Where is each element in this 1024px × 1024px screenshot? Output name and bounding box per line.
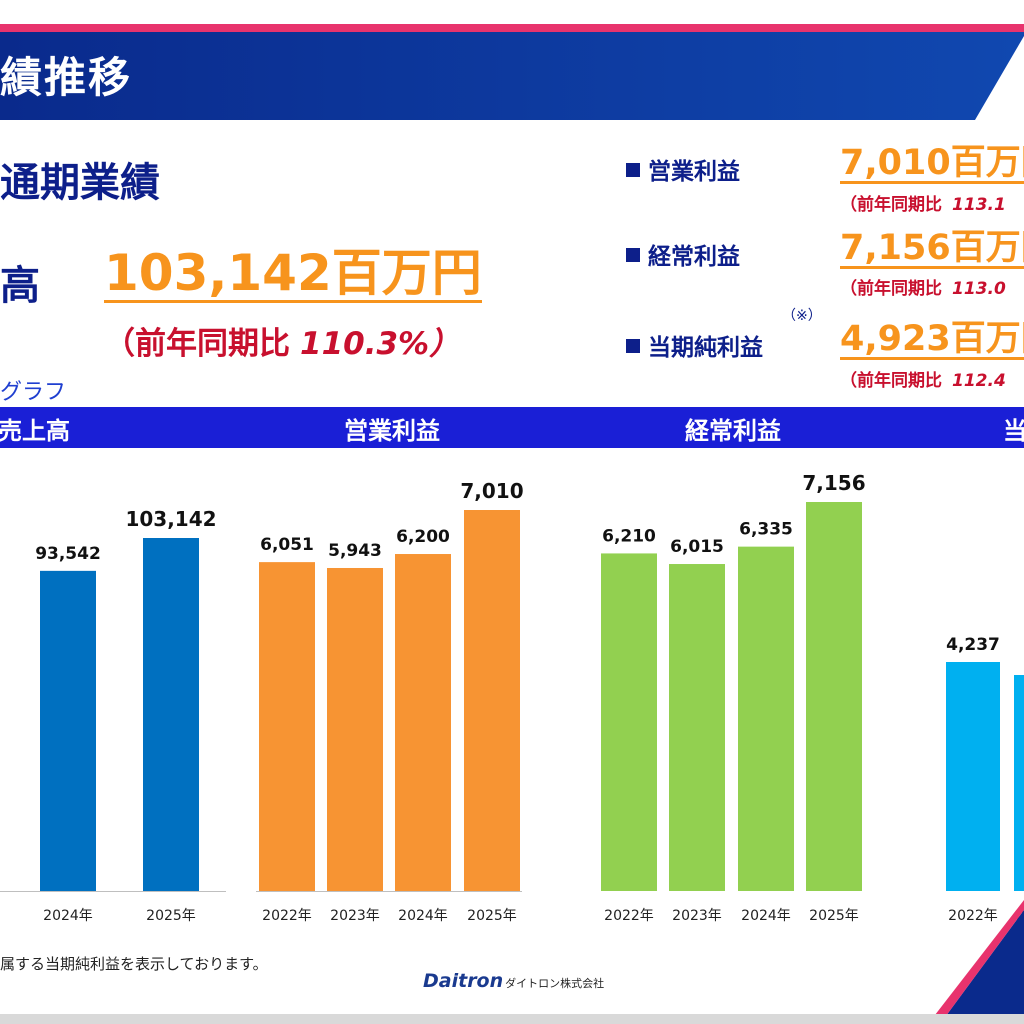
category-label-0-1: 2025年 <box>146 908 196 924</box>
bar-charts: 93,542 2024年 103,142 2025年 6,051 2022年 5,943 20… <box>0 471 1024 924</box>
bar-1-2 <box>395 554 451 891</box>
page-title: 績推移 <box>0 53 133 102</box>
category-label-1-1: 2023年 <box>330 908 380 924</box>
top-accent-line <box>0 24 1024 32</box>
bar-2-3 <box>806 502 862 891</box>
chart-header-ordinary: 経常利益 <box>685 417 781 445</box>
sales-yoy-value: 110.3%） <box>300 326 461 362</box>
bar-2-2 <box>738 546 794 891</box>
data-label-1-1: 5,943 <box>328 541 382 561</box>
data-label-2-2: 6,335 <box>739 520 793 540</box>
square-bullet-icon <box>626 248 640 262</box>
sales-value: 103,142百万円 <box>104 244 482 303</box>
category-label-2-1: 2023年 <box>672 908 722 924</box>
kpi-operating-label: 営業利益 <box>626 152 740 186</box>
section-title: 通期業績 <box>0 160 160 206</box>
bar-0-1 <box>143 538 199 891</box>
square-bullet-icon <box>626 339 640 353</box>
title-bar <box>0 32 1024 120</box>
bar-1-1 <box>327 567 383 891</box>
corner-decoration <box>928 900 1024 1024</box>
category-label-1-2: 2024年 <box>398 908 448 924</box>
sales-label: 高 <box>0 263 40 309</box>
data-label-3-0: 4,237 <box>946 635 1000 655</box>
data-label-1-3: 7,010 <box>460 479 523 503</box>
chart-header-net: 当 <box>1003 417 1024 445</box>
bottom-bar <box>0 1014 1024 1024</box>
graph-label: グラフ <box>0 380 67 405</box>
bar-3-0 <box>946 662 1000 891</box>
kpi-ordinary-value: 7,156百万円 <box>840 231 1024 269</box>
data-label-0-0: 93,542 <box>35 544 101 564</box>
category-label-2-3: 2025年 <box>809 908 859 924</box>
bar-2-1 <box>669 564 725 891</box>
chart-header-bar: 売上高 営業利益 経常利益 当 <box>0 407 1024 448</box>
data-label-2-3: 7,156 <box>802 471 865 495</box>
bar-3-1 <box>1014 675 1024 891</box>
kpi-operating-yoy: （前年同期比 113.1 <box>840 195 1006 215</box>
bar-1-3 <box>464 510 520 891</box>
category-label-2-0: 2022年 <box>604 908 654 924</box>
bar-2-0 <box>601 553 657 891</box>
chart-header-sales: 売上高 <box>0 417 70 445</box>
footnote: 属する当期純利益を表示しております。 <box>0 955 268 973</box>
kpi-net-value: 4,923百万円 <box>840 322 1024 360</box>
square-bullet-icon <box>626 163 640 177</box>
data-label-0-1: 103,142 <box>125 507 216 531</box>
bar-1-0 <box>259 562 315 891</box>
company-logo: Daitron ダイトロン株式会社 <box>423 970 605 992</box>
category-label-0-0: 2024年 <box>43 908 93 924</box>
sales-yoy: （前年同期比 110.3%） <box>104 318 460 363</box>
category-label-2-2: 2024年 <box>741 908 791 924</box>
data-label-2-1: 6,015 <box>670 537 724 557</box>
kpi-ordinary-yoy: （前年同期比 113.0 <box>840 279 1006 299</box>
category-label-1-0: 2022年 <box>262 908 312 924</box>
sales-yoy-prefix: （前年同期比 <box>104 326 290 362</box>
kpi-operating-value: 7,010百万円 <box>840 146 1024 184</box>
data-label-2-0: 6,210 <box>602 526 656 546</box>
note-mark: （※） <box>782 308 822 324</box>
category-label-1-3: 2025年 <box>467 908 517 924</box>
category-label-3-0: 2022年 <box>948 908 998 924</box>
chart-header-operating: 営業利益 <box>344 417 440 445</box>
kpi-net-label: 当期純利益 <box>626 328 763 362</box>
kpi-net-yoy: （前年同期比 112.4 <box>840 371 1006 391</box>
data-label-1-2: 6,200 <box>396 527 450 547</box>
bar-0-0 <box>40 570 96 891</box>
data-label-1-0: 6,051 <box>260 535 314 555</box>
kpi-ordinary-label: 経常利益 <box>626 237 740 271</box>
